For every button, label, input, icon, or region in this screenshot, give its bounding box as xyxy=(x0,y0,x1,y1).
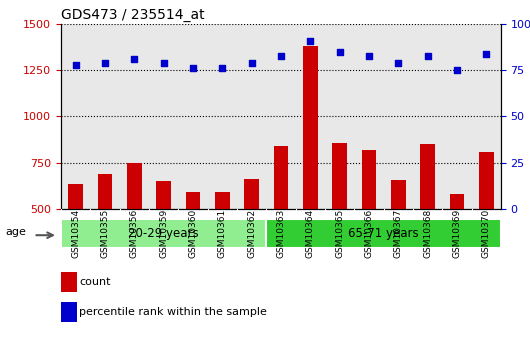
Point xyxy=(365,53,373,58)
Point xyxy=(72,62,80,68)
Text: GSM10365: GSM10365 xyxy=(335,209,344,258)
Point xyxy=(482,51,490,57)
Point xyxy=(189,66,197,71)
Bar xyxy=(61,272,77,292)
FancyBboxPatch shape xyxy=(266,219,501,248)
Bar xyxy=(273,146,288,301)
Point xyxy=(277,53,285,58)
Point xyxy=(453,68,461,73)
Bar xyxy=(479,151,493,301)
Text: GSM10359: GSM10359 xyxy=(159,209,168,258)
Bar xyxy=(303,46,317,301)
Text: GSM10369: GSM10369 xyxy=(453,209,461,258)
Point xyxy=(160,60,168,66)
Point xyxy=(423,53,432,58)
Text: GDS473 / 235514_at: GDS473 / 235514_at xyxy=(61,8,205,22)
Bar xyxy=(391,180,405,301)
Point xyxy=(306,38,314,43)
Bar xyxy=(332,143,347,301)
Text: GSM10367: GSM10367 xyxy=(394,209,403,258)
Text: percentile rank within the sample: percentile rank within the sample xyxy=(80,307,267,317)
Bar xyxy=(61,302,77,322)
FancyBboxPatch shape xyxy=(61,219,266,248)
Point xyxy=(248,60,256,66)
Bar xyxy=(156,181,171,301)
Text: GSM10362: GSM10362 xyxy=(247,209,256,258)
Text: 20-29 years: 20-29 years xyxy=(128,227,199,240)
Bar xyxy=(127,162,142,301)
Bar xyxy=(98,174,112,301)
Point xyxy=(130,57,138,62)
Text: GSM10363: GSM10363 xyxy=(277,209,285,258)
Text: GSM10368: GSM10368 xyxy=(423,209,432,258)
Bar xyxy=(215,192,229,301)
Text: GSM10355: GSM10355 xyxy=(101,209,109,258)
Point xyxy=(394,60,402,66)
Bar xyxy=(68,184,83,301)
Text: GSM10360: GSM10360 xyxy=(189,209,197,258)
Point xyxy=(101,60,109,66)
Bar xyxy=(361,150,376,301)
Bar xyxy=(186,192,200,301)
Bar xyxy=(244,179,259,301)
Text: 65-71 years: 65-71 years xyxy=(348,227,419,240)
Text: GSM10356: GSM10356 xyxy=(130,209,139,258)
Bar xyxy=(449,194,464,301)
Point xyxy=(218,66,226,71)
Bar xyxy=(420,144,435,301)
Point xyxy=(335,49,344,55)
Text: GSM10361: GSM10361 xyxy=(218,209,227,258)
Text: GSM10364: GSM10364 xyxy=(306,209,315,258)
Text: GSM10366: GSM10366 xyxy=(365,209,373,258)
Text: age: age xyxy=(5,227,26,237)
Text: count: count xyxy=(80,277,111,287)
Text: GSM10370: GSM10370 xyxy=(482,209,491,258)
Text: GSM10354: GSM10354 xyxy=(71,209,80,258)
